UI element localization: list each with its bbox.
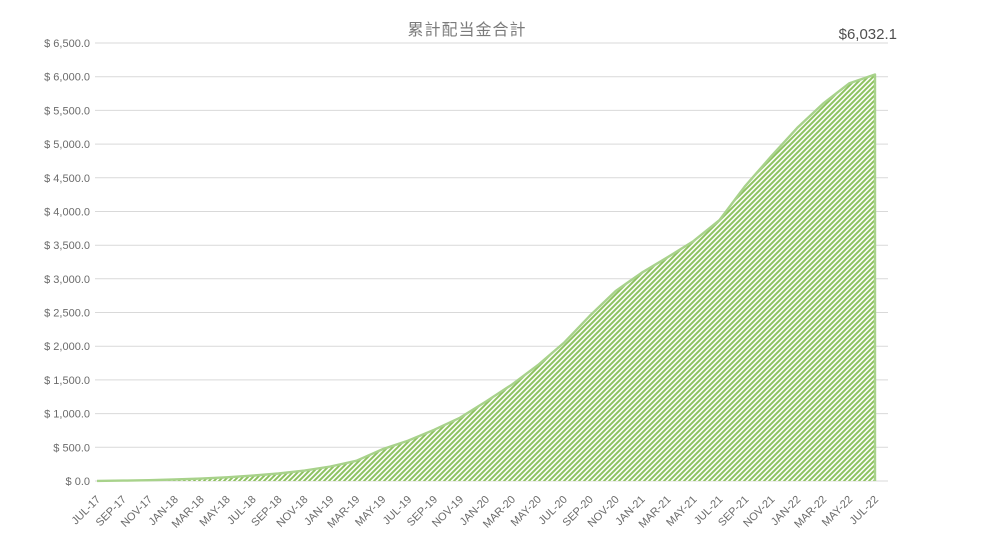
- y-axis-label: $ 0.0: [66, 476, 90, 488]
- y-axis-label: $ 5,500.0: [44, 105, 90, 117]
- y-axis-label: $ 2,500.0: [44, 308, 90, 320]
- y-axis-label: $ 4,500.0: [44, 173, 90, 185]
- area-series: [97, 74, 875, 481]
- chart-title: 累計配当金合計: [407, 22, 527, 39]
- y-axis-label: $ 1,500.0: [44, 375, 90, 387]
- y-axis-label: $ 5,000.0: [44, 139, 90, 151]
- last-value-label: $6,032.1: [838, 26, 897, 43]
- x-axis-label: JUL-22: [848, 494, 882, 528]
- y-axis-label: $ 500.0: [53, 442, 90, 454]
- area-series-border: [96, 73, 877, 483]
- y-axis-label: $ 3,000.0: [44, 274, 90, 286]
- y-axis-label: $ 2,000.0: [44, 341, 90, 353]
- y-axis-label: $ 1,000.0: [44, 409, 90, 421]
- y-axis-label: $ 3,500.0: [44, 240, 90, 252]
- y-axis-label: $ 6,500.0: [44, 38, 90, 50]
- y-axis-label: $ 4,000.0: [44, 207, 90, 219]
- y-axis-label: $ 6,000.0: [44, 72, 90, 84]
